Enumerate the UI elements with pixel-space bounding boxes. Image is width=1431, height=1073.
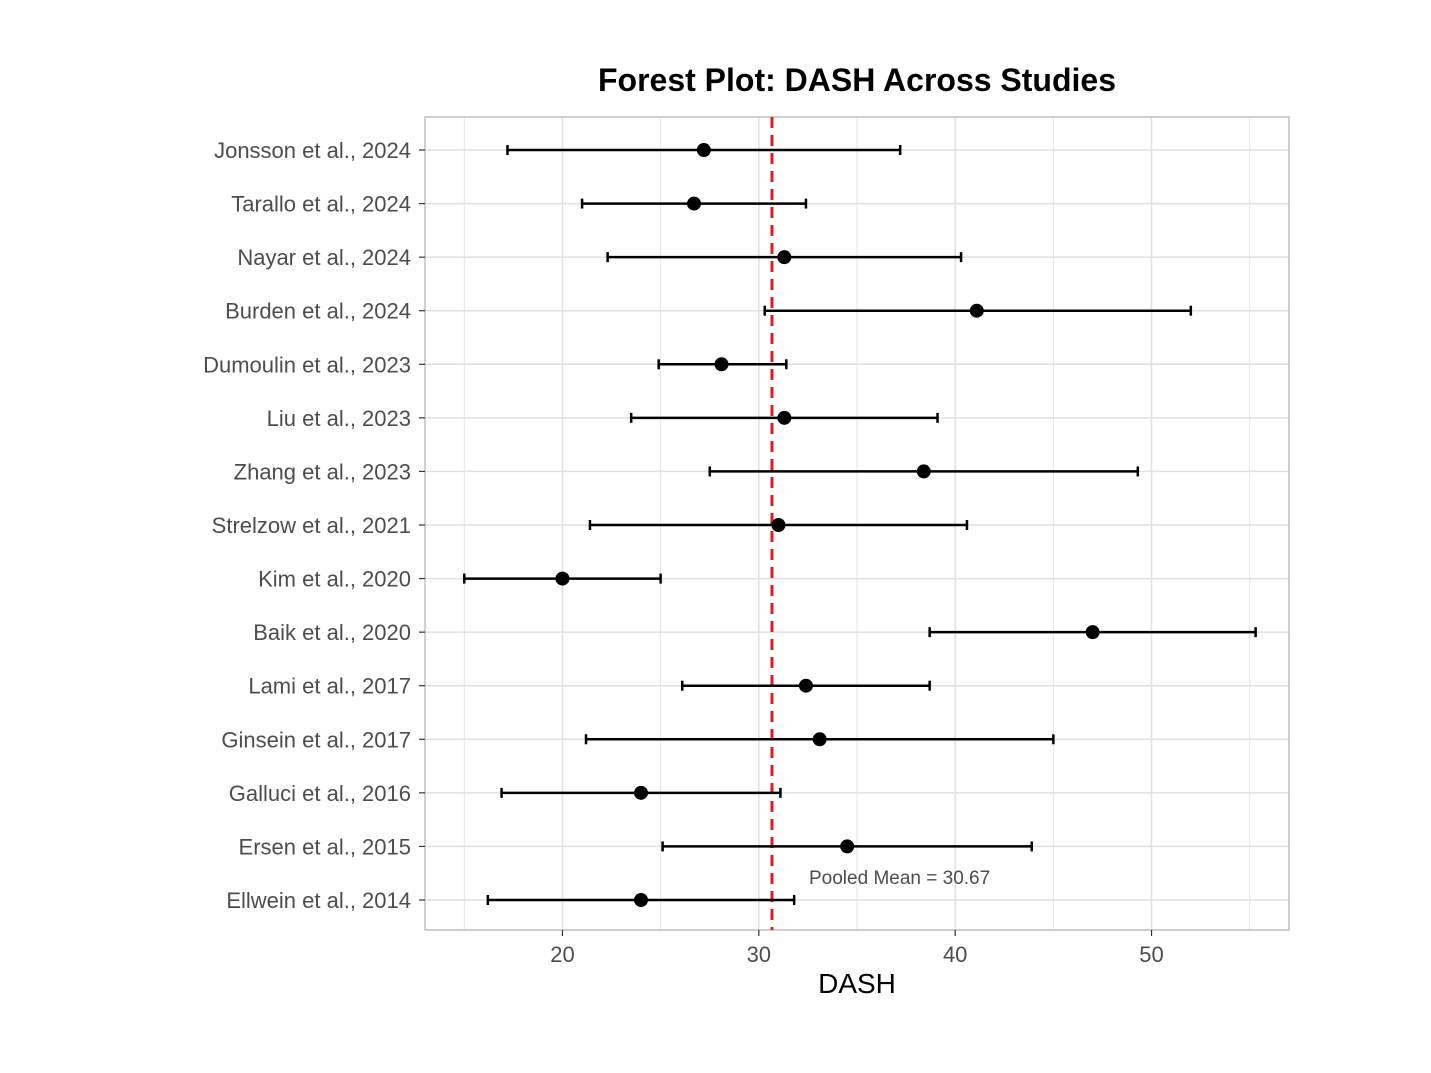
study-label: Ersen et al., 2015: [239, 834, 411, 859]
point-estimate: [771, 518, 786, 532]
study-row: [680, 678, 931, 693]
study-label: Ginsein et al., 2017: [221, 727, 411, 752]
study-labels: Jonsson et al., 2024 Tarallo et al., 2024…: [203, 138, 425, 913]
point-estimate: [634, 893, 648, 907]
study-label: Nayar et al., 2024: [237, 245, 411, 270]
study-row: [584, 732, 1055, 747]
study-estimates: [463, 143, 1257, 907]
pooled-mean-label: Pooled Mean = 30.67: [809, 868, 990, 889]
study-label: Zhang et al., 2023: [234, 459, 411, 484]
x-tick-label: 20: [550, 942, 574, 967]
point-estimate: [687, 196, 702, 211]
study-row: [486, 893, 796, 907]
x-axis-label: DASH: [818, 968, 896, 999]
study-row: [606, 250, 963, 265]
study-row: [928, 625, 1257, 640]
study-label: Kim et al., 2020: [258, 567, 411, 592]
point-estimate: [1085, 625, 1100, 640]
study-label: Strelzow et al., 2021: [212, 513, 411, 538]
point-estimate: [714, 357, 729, 372]
study-label: Tarallo et al., 2024: [231, 192, 411, 217]
study-label: Lami et al., 2017: [248, 674, 411, 699]
study-row: [506, 143, 902, 157]
point-estimate: [798, 678, 813, 693]
x-tick-label: 30: [747, 942, 771, 967]
study-row: [708, 464, 1140, 479]
study-label: Ellwein et al., 2014: [226, 888, 411, 913]
x-tick-label: 40: [943, 942, 967, 967]
study-label: Galluci et al., 2016: [229, 781, 411, 806]
point-estimate: [812, 732, 827, 747]
study-label: Baik et al., 2020: [253, 620, 411, 645]
study-row: [629, 410, 939, 425]
point-estimate: [777, 410, 792, 425]
study-label: Jonsson et al., 2024: [214, 138, 411, 163]
chart-title: Forest Plot: DASH Across Studies: [597, 62, 1116, 98]
grid-lines: [425, 117, 1289, 930]
study-row: [763, 303, 1193, 318]
x-tick-label: 50: [1139, 942, 1163, 967]
point-estimate: [777, 250, 792, 265]
study-label: Dumoulin et al., 2023: [203, 352, 411, 377]
pooled-mean-group: Pooled Mean = 30.67: [770, 117, 990, 930]
point-estimate: [696, 143, 711, 157]
study-row: [463, 571, 662, 586]
point-estimate: [916, 464, 931, 479]
study-row: [657, 357, 788, 372]
point-estimate: [840, 839, 855, 854]
study-row: [661, 839, 1034, 854]
point-estimate: [634, 785, 648, 800]
study-label: Liu et al., 2023: [267, 406, 411, 431]
x-axis-ticks: 20 30 40 50: [550, 930, 1164, 967]
study-label: Burden et al., 2024: [225, 299, 411, 324]
study-row: [588, 518, 969, 532]
point-estimate: [969, 303, 984, 318]
study-row: [580, 196, 808, 211]
point-estimate: [555, 571, 570, 586]
panel-border: [424, 116, 1290, 931]
study-row: [500, 785, 782, 800]
